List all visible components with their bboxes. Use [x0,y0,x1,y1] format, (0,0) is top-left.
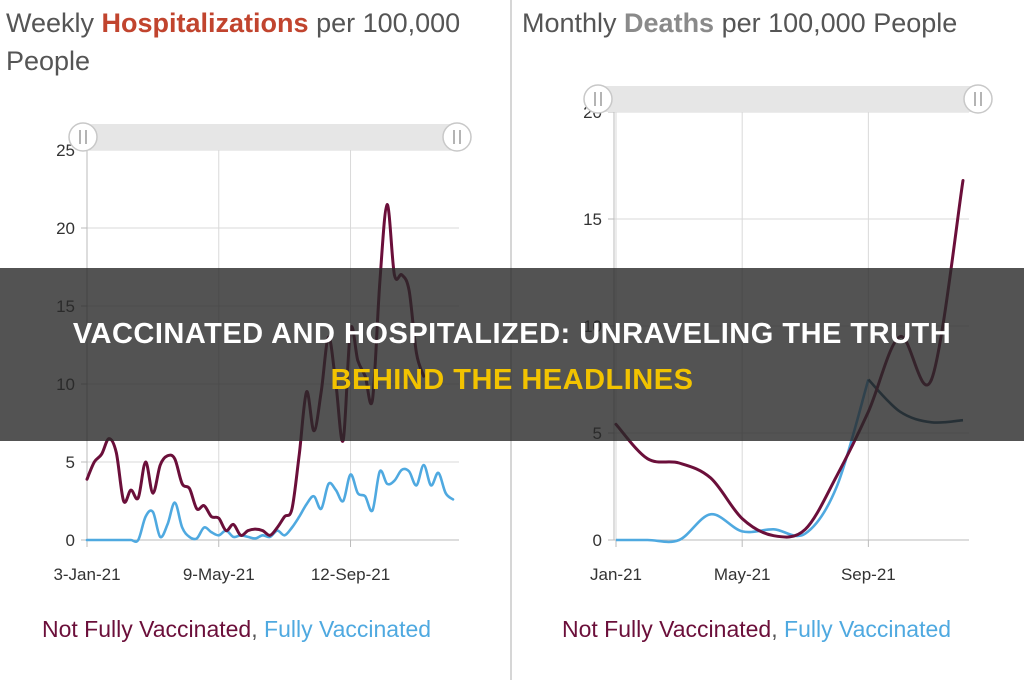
y-tick-label: 5 [66,453,75,472]
deaths-chart-title: Monthly Deaths per 100,000 People [522,4,1012,42]
legend-separator: , [771,616,785,642]
deaths-legend: Not Fully Vaccinated, Fully Vaccinated [562,612,951,646]
legend-separator: , [251,616,265,642]
headline-banner [0,268,1024,441]
y-tick-label: 25 [56,141,75,160]
title-highlight-deaths: Deaths [624,8,715,38]
y-tick-label: 20 [56,219,75,238]
hospitalizations-legend: Not Fully Vaccinated, Fully Vaccinated [42,612,431,646]
x-tick-label: Jan-21 [590,565,642,584]
x-tick-label: May-21 [714,565,771,584]
y-tick-label: 0 [593,531,602,550]
x-tick-label: Sep-21 [841,565,896,584]
range-slider[interactable] [68,122,472,152]
headline-line-1: VACCINATED AND HOSPITALIZED: UNRAVELING … [72,318,952,350]
legend-not-fully-vaccinated[interactable]: Not Fully Vaccinated [562,616,772,642]
title-pre: Monthly [522,8,625,38]
range-slider-right-handle[interactable] [963,84,993,114]
series-line-fully-vaccinated[interactable] [616,379,870,544]
title-highlight-hospitalizations: Hospitalizations [101,8,309,38]
legend-not-fully-vaccinated[interactable]: Not Fully Vaccinated [42,616,252,642]
x-tick-label: 9-May-21 [183,565,255,584]
range-slider-track[interactable] [80,124,465,150]
legend-fully-vaccinated[interactable]: Fully Vaccinated [264,616,432,642]
title-post: per 100,000 People [6,8,461,76]
y-tick-label: 0 [66,531,75,550]
range-slider-track[interactable] [594,86,990,112]
title-pre: Weekly [6,8,102,38]
y-tick-label: 15 [583,210,602,229]
legend-fully-vaccinated[interactable]: Fully Vaccinated [784,616,952,642]
range-slider-left-handle[interactable] [68,122,98,152]
title-post: per 100,000 People [714,8,958,38]
range-slider-left-handle[interactable] [583,84,613,114]
series-line-fully-vaccinated[interactable] [85,463,455,544]
hospitalizations-chart-title: Weekly Hospitalizations per 100,000 Peop… [6,4,496,80]
x-tick-label: 3-Jan-21 [53,565,120,584]
range-slider[interactable] [583,84,993,114]
headline-line-2: BEHIND THE HEADLINES [330,364,694,396]
x-tick-label: 12-Sep-21 [311,565,390,584]
range-slider-right-handle[interactable] [442,122,472,152]
